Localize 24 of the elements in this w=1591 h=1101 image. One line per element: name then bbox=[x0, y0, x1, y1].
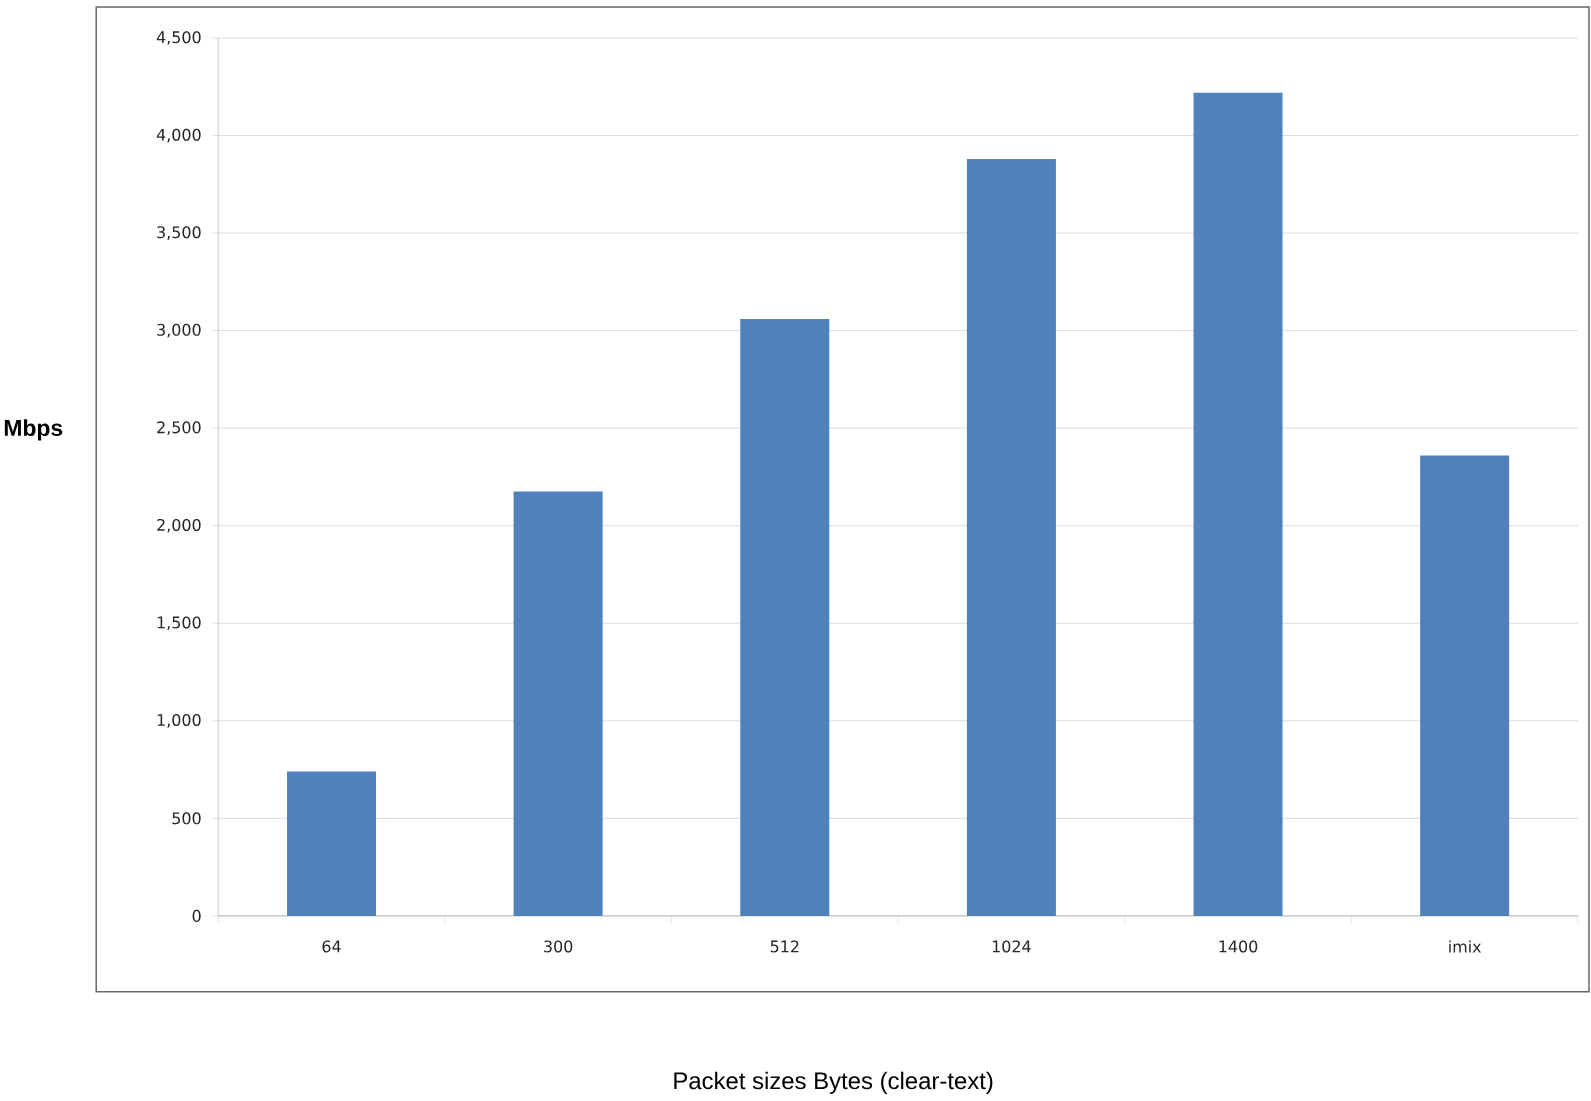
y-tick-label: 0 bbox=[192, 909, 201, 922]
y-tick-label: 4,000 bbox=[156, 128, 201, 143]
bar bbox=[513, 491, 603, 916]
bar bbox=[966, 159, 1056, 916]
x-tick-label: 1400 bbox=[1219, 940, 1258, 953]
bar bbox=[740, 319, 830, 916]
y-tick-label: 2,000 bbox=[157, 518, 201, 533]
bar bbox=[1420, 455, 1510, 916]
y-tick-label: 4,500 bbox=[156, 31, 201, 45]
y-tick-label: 3,500 bbox=[157, 226, 201, 241]
x-tick-label: imix bbox=[1449, 940, 1482, 953]
y-tick-label: 2,500 bbox=[157, 421, 201, 436]
bar bbox=[1193, 92, 1283, 916]
y-tick-label: 1,000 bbox=[157, 714, 201, 728]
y-tick-label: 500 bbox=[172, 812, 201, 825]
x-tick-label: 512 bbox=[770, 940, 799, 953]
x-tick-label: 1024 bbox=[992, 940, 1031, 953]
x-axis-title: Packet sizes Bytes (clear-text) bbox=[674, 1071, 993, 1095]
bar bbox=[287, 771, 377, 916]
y-axis-title: Mbps bbox=[4, 419, 63, 441]
y-tick-label: 1,500 bbox=[157, 616, 201, 631]
y-tick-label: 3,000 bbox=[157, 323, 201, 338]
x-tick-label: 300 bbox=[544, 940, 573, 953]
x-tick-label: 64 bbox=[322, 940, 341, 953]
